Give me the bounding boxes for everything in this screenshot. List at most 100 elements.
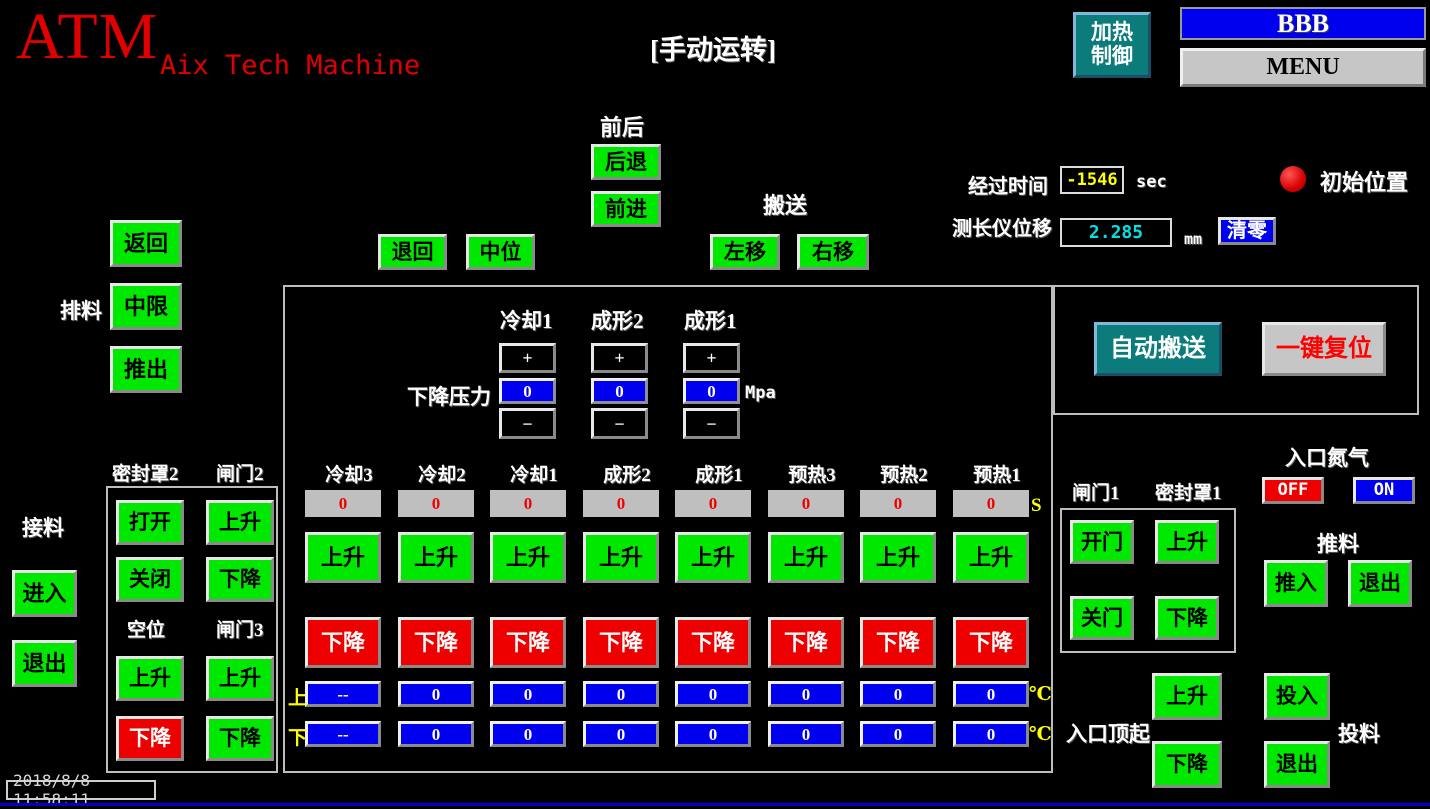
station-header-6: 预热2	[880, 465, 928, 486]
push-out-button[interactable]: 退出	[1348, 560, 1412, 607]
station-down-button-7[interactable]: 下降	[953, 617, 1029, 668]
station-down-button-1[interactable]: 下降	[398, 617, 474, 668]
pressure-value-0[interactable]: 0	[499, 378, 556, 404]
one-key-reset-button[interactable]: 一键复位	[1262, 322, 1386, 376]
gate3-down-button[interactable]: 下降	[206, 716, 274, 761]
auto-transfer-button[interactable]: 自动搬送	[1094, 322, 1222, 376]
discharge-return-button[interactable]: 返回	[110, 220, 182, 267]
station-time-value-1: 0	[398, 490, 474, 517]
pressure-minus-button-2[interactable]: −	[683, 408, 740, 439]
receive-exit-button[interactable]: 退出	[12, 640, 77, 687]
pressure-col-label-2: 成形1	[684, 309, 737, 333]
feeding-label: 投料	[1338, 722, 1380, 746]
nitrogen-on-button[interactable]: ON	[1353, 477, 1415, 504]
page-title: [手动运转]	[650, 35, 776, 65]
station-temp-down-value-2: 0	[490, 721, 566, 747]
traverse-middle-button[interactable]: 中位	[466, 234, 535, 270]
inlet-lift-down-button[interactable]: 下降	[1152, 741, 1222, 788]
pressure-minus-button-0[interactable]: −	[499, 408, 556, 439]
station-up-button-0[interactable]: 上升	[305, 532, 381, 583]
station-temp-up-value-3: 0	[583, 681, 659, 707]
heat-control-button[interactable]: 加热 制御	[1073, 12, 1151, 78]
station-header-2: 冷却1	[510, 465, 558, 486]
conveying-left-button[interactable]: 左移	[710, 234, 780, 270]
station-time-value-4: 0	[675, 490, 751, 517]
station-down-button-5[interactable]: 下降	[768, 617, 844, 668]
station-up-button-7[interactable]: 上升	[953, 532, 1029, 583]
station-down-button-4[interactable]: 下降	[675, 617, 751, 668]
station-temp-down-value-1: 0	[398, 721, 474, 747]
station-temp-up-value-1: 0	[398, 681, 474, 707]
forward-button[interactable]: 前进	[591, 191, 661, 227]
station-up-button-4[interactable]: 上升	[675, 532, 751, 583]
gate1-label: 闸门1	[1072, 483, 1120, 504]
empty-slot-up-button[interactable]: 上升	[116, 656, 184, 701]
pressure-minus-button-1[interactable]: −	[591, 408, 648, 439]
station-header-4: 成形1	[695, 465, 743, 486]
station-header-3: 成形2	[603, 465, 651, 486]
gate3-label: 闸门3	[216, 620, 264, 641]
station-temp-down-value-0: --	[305, 721, 381, 747]
gate1-open-button[interactable]: 开门	[1070, 520, 1134, 564]
station-down-button-3[interactable]: 下降	[583, 617, 659, 668]
inlet-nitrogen-label: 入口氮气	[1285, 446, 1369, 470]
front-back-label: 前后	[600, 115, 645, 140]
feed-out-button[interactable]: 退出	[1264, 741, 1330, 788]
station-header-5: 预热3	[788, 465, 836, 486]
menu-button[interactable]: MENU	[1180, 48, 1426, 87]
seal-cover1-up-button[interactable]: 上升	[1155, 520, 1219, 564]
push-in-button[interactable]: 推入	[1264, 560, 1328, 607]
conveying-right-button[interactable]: 右移	[797, 234, 869, 270]
pressure-plus-button-0[interactable]: +	[499, 343, 556, 373]
station-up-button-2[interactable]: 上升	[490, 532, 566, 583]
backward-button[interactable]: 后退	[591, 144, 661, 180]
descent-pressure-label: 下降压力	[407, 385, 491, 409]
temp-unit-down: ℃	[1029, 724, 1052, 745]
gate3-up-button[interactable]: 上升	[206, 656, 274, 701]
station-up-button-1[interactable]: 上升	[398, 532, 474, 583]
timestamp-display: 2018/8/8 11:58:11	[6, 771, 156, 809]
temp-unit-up: ℃	[1029, 684, 1052, 705]
pressure-value-1[interactable]: 0	[591, 378, 648, 404]
traverse-retract-button[interactable]: 退回	[378, 234, 447, 270]
station-down-button-0[interactable]: 下降	[305, 617, 381, 668]
discharge-eject-button[interactable]: 推出	[110, 346, 182, 393]
zero-reset-button[interactable]: 清零	[1218, 217, 1276, 245]
feed-in-button[interactable]: 投入	[1264, 673, 1330, 720]
station-time-value-6: 0	[860, 490, 936, 517]
discharge-midlimit-button[interactable]: 中限	[110, 283, 182, 330]
gate1-close-button[interactable]: 关门	[1070, 596, 1134, 640]
station-header-1: 冷却2	[418, 465, 466, 486]
heat-control-label-line1: 加热	[1091, 20, 1133, 45]
receive-enter-button[interactable]: 进入	[12, 570, 77, 617]
pressure-plus-button-2[interactable]: +	[683, 343, 740, 373]
station-time-value-5: 0	[768, 490, 844, 517]
station-up-button-5[interactable]: 上升	[768, 532, 844, 583]
station-temp-down-value-7: 0	[953, 721, 1029, 747]
seal-cover1-down-button[interactable]: 下降	[1155, 596, 1219, 640]
station-temp-up-value-6: 0	[860, 681, 936, 707]
seal-cover2-label: 密封罩2	[112, 464, 179, 485]
station-up-button-3[interactable]: 上升	[583, 532, 659, 583]
seal-cover2-close-button[interactable]: 关闭	[116, 557, 184, 602]
gate2-up-button[interactable]: 上升	[206, 500, 274, 545]
seal-cover2-open-button[interactable]: 打开	[116, 500, 184, 545]
heat-control-label-line2: 制御	[1091, 44, 1133, 68]
push-material-label: 推料	[1317, 532, 1359, 556]
pressure-value-2[interactable]: 0	[683, 378, 740, 404]
nitrogen-off-button[interactable]: OFF	[1262, 477, 1324, 504]
inlet-lift-up-button[interactable]: 上升	[1152, 673, 1222, 720]
empty-slot-down-button[interactable]: 下降	[116, 716, 184, 761]
station-time-value-2: 0	[490, 490, 566, 517]
conveying-label: 搬送	[763, 193, 808, 218]
station-down-button-2[interactable]: 下降	[490, 617, 566, 668]
station-time-value-7: 0	[953, 490, 1029, 517]
station-temp-down-value-6: 0	[860, 721, 936, 747]
length-gauge-label: 测长仪位移	[952, 218, 1052, 240]
gate2-down-button[interactable]: 下降	[206, 557, 274, 602]
station-header-7: 预热1	[973, 465, 1021, 486]
station-down-button-6[interactable]: 下降	[860, 617, 936, 668]
empty-slot-label: 空位	[127, 620, 166, 641]
station-up-button-6[interactable]: 上升	[860, 532, 936, 583]
pressure-plus-button-1[interactable]: +	[591, 343, 648, 373]
